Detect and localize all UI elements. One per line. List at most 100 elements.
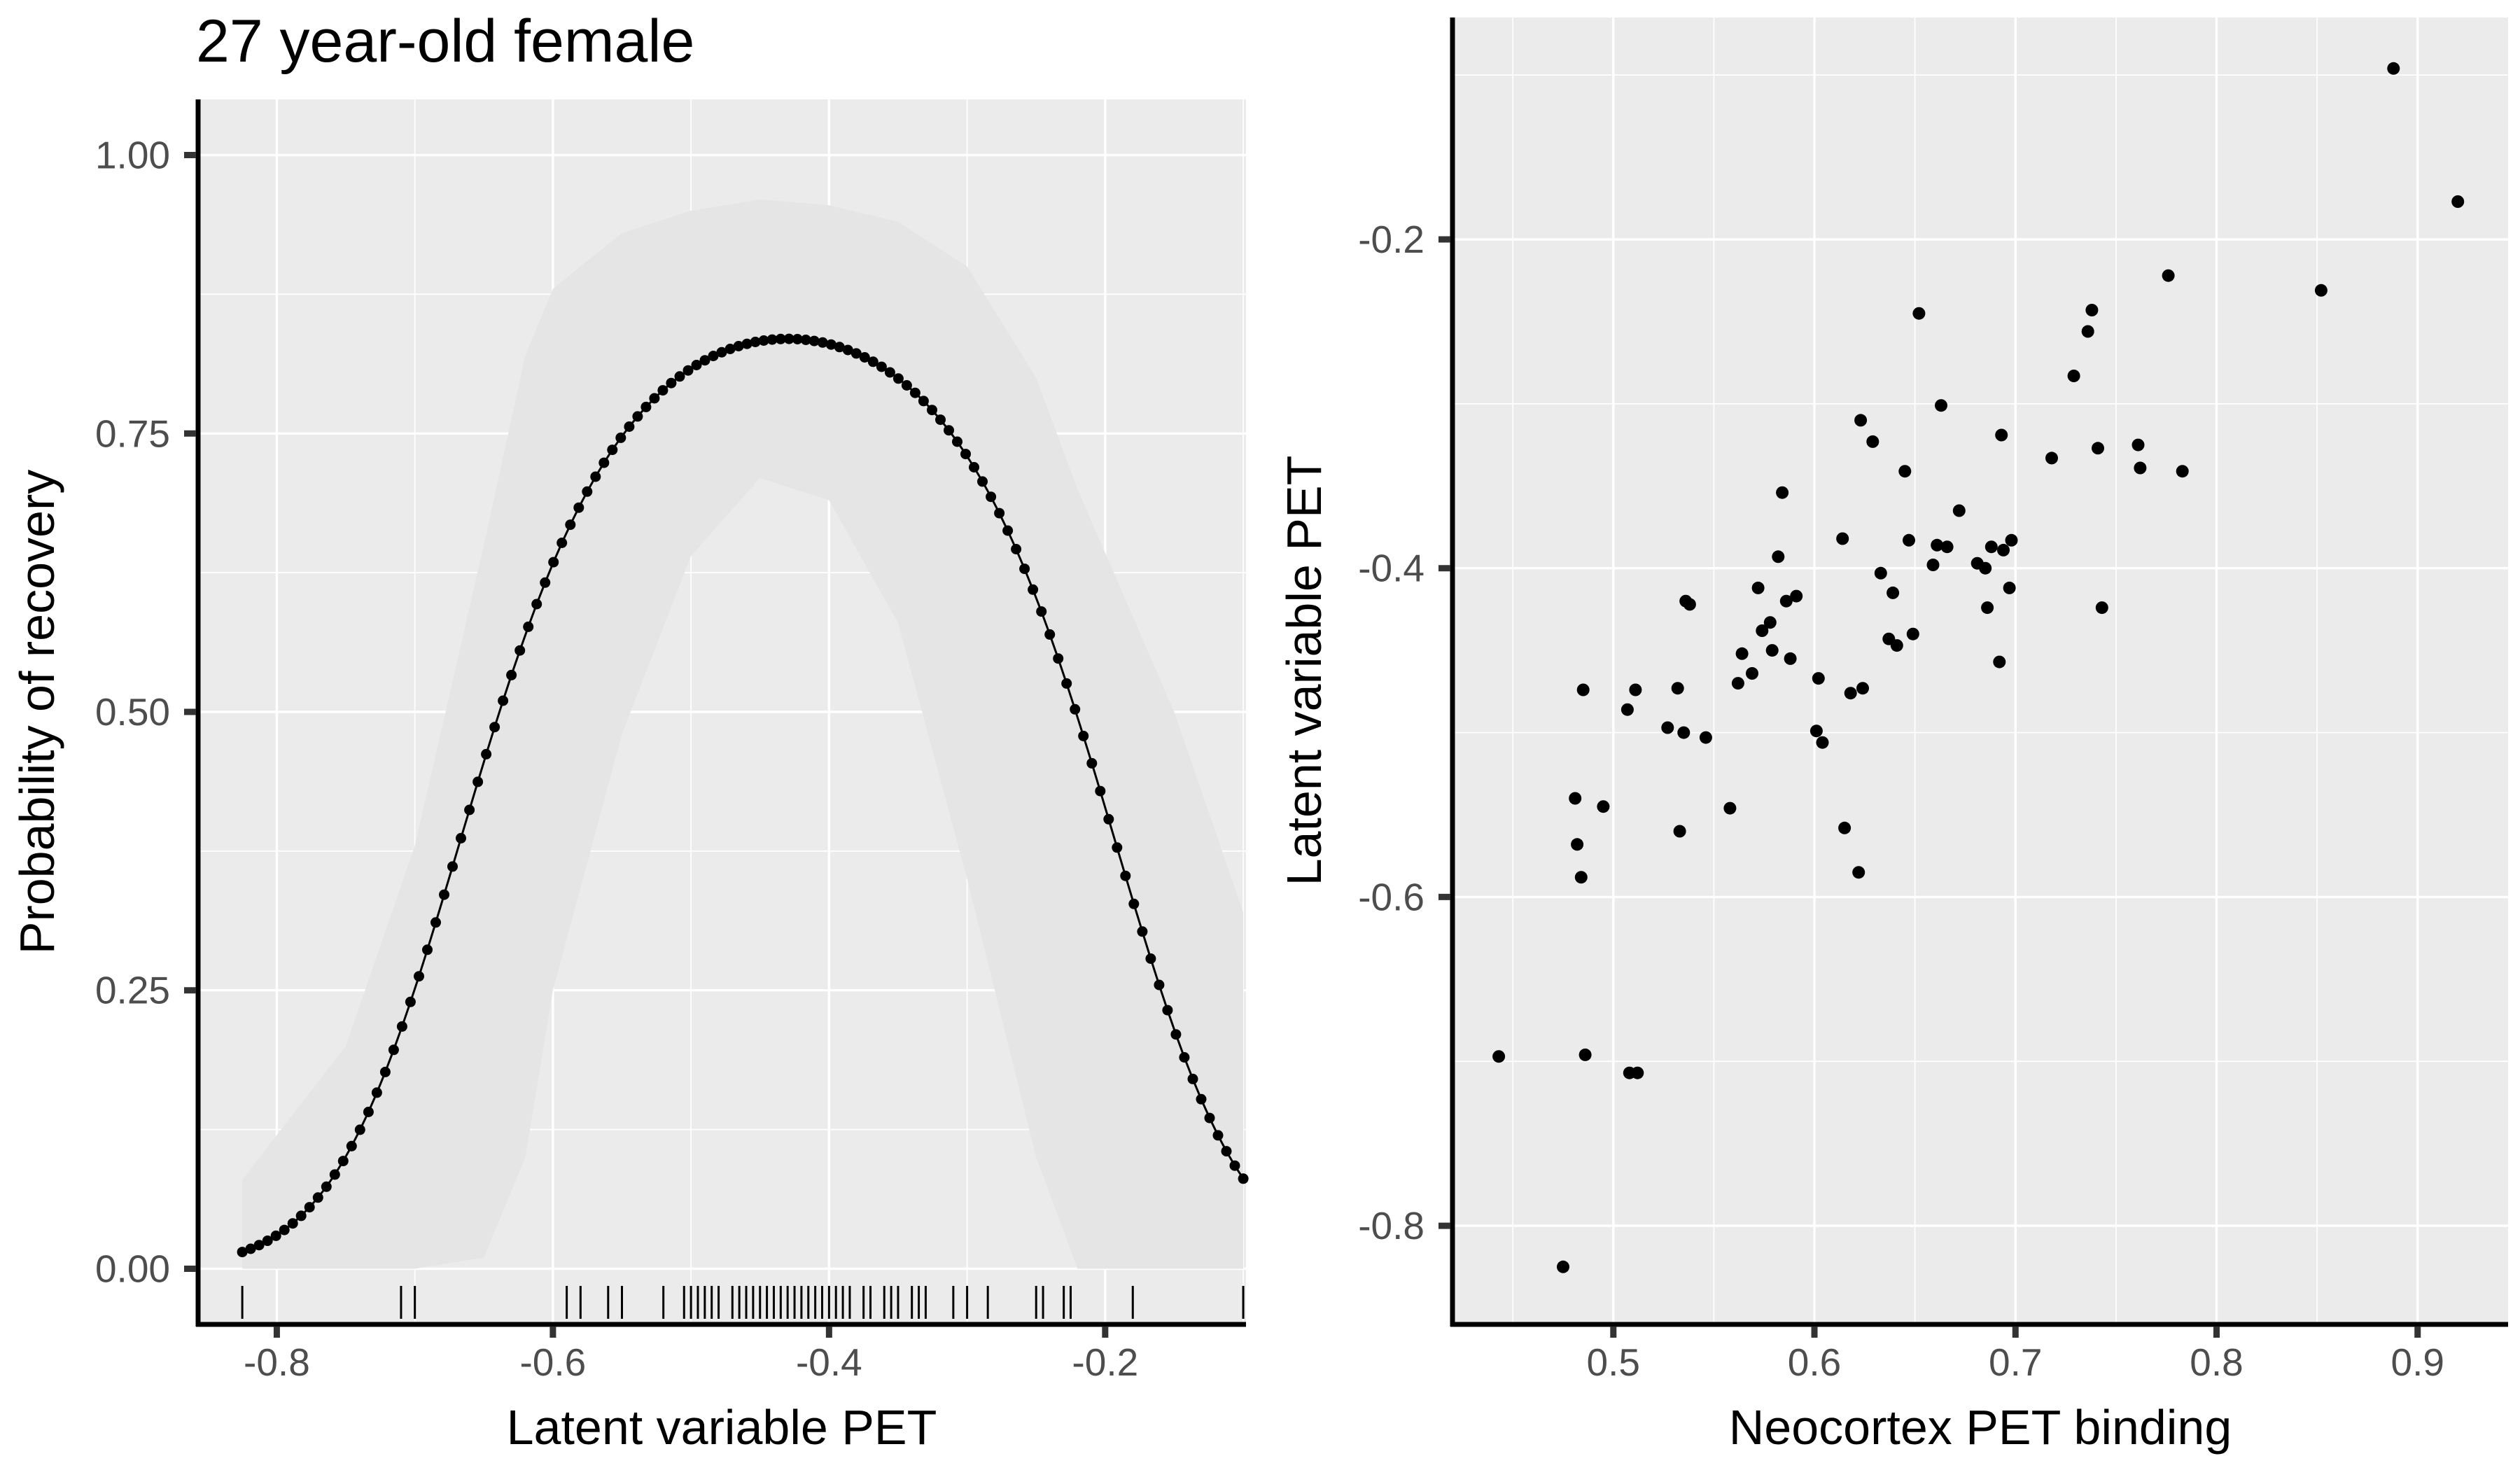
curve-point	[876, 361, 887, 372]
curve-point	[935, 414, 946, 426]
curve-point	[279, 1224, 290, 1236]
scatter-point	[1903, 533, 1915, 547]
curve-point	[682, 365, 694, 376]
scatter-point	[1569, 792, 1582, 805]
curve-point	[842, 344, 853, 356]
curve-point	[674, 371, 685, 382]
curve-point	[733, 341, 744, 351]
scatter-point	[1995, 428, 2008, 442]
curve-point	[405, 996, 416, 1007]
left-chart-title: 27 year-old female	[196, 8, 694, 75]
scatter-point	[1765, 644, 1779, 657]
scatter-point	[1731, 677, 1744, 690]
curve-point	[422, 944, 433, 955]
scatter-point	[1854, 414, 1868, 427]
curve-point	[337, 1156, 349, 1167]
curve-point	[1162, 1004, 1173, 1016]
scatter-point	[1699, 731, 1712, 744]
curve-point	[321, 1181, 332, 1192]
curve-point	[481, 748, 492, 760]
scatter-point	[1735, 647, 1749, 660]
right-panel-background	[1452, 18, 2508, 1324]
scatter-point	[1790, 589, 1803, 603]
scatter-point	[1776, 486, 1789, 499]
curve-point	[1196, 1093, 1207, 1105]
scatter-point	[1844, 687, 1857, 700]
curve-point	[556, 538, 568, 548]
curve-point	[640, 401, 652, 412]
scatter-point	[1723, 802, 1737, 815]
scatter-point	[2067, 370, 2080, 382]
curve-point	[1053, 653, 1064, 664]
scatter-point	[1571, 838, 1584, 851]
curve-point	[237, 1247, 248, 1258]
curve-point	[1204, 1112, 1215, 1124]
left-y-tick-label: 0.25	[95, 969, 170, 1012]
rug-marks	[241, 1286, 1245, 1319]
left-x-tick-label: -0.8	[244, 1340, 310, 1384]
confidence-ribbon	[242, 200, 1244, 1269]
curve-point	[1070, 704, 1081, 715]
scatter-point	[1886, 586, 1900, 599]
scatter-point	[1874, 566, 1887, 580]
curve-point	[766, 334, 778, 345]
scatter-point	[1809, 724, 1823, 738]
curve-point	[1154, 979, 1165, 990]
scatter-point	[1984, 540, 1998, 554]
curve-point	[363, 1107, 374, 1117]
curve-point	[598, 457, 610, 468]
scatter-point	[1671, 682, 1684, 695]
curve-point	[952, 436, 962, 447]
curve-point	[489, 722, 500, 733]
right-x-tick-label: 0.5	[1587, 1340, 1640, 1384]
scatter-point	[1979, 561, 1992, 575]
scatter-point	[1838, 821, 1851, 834]
curve-point	[624, 421, 635, 432]
scatter-point	[1576, 683, 1590, 696]
left-x-tick-label: -0.6	[519, 1340, 586, 1384]
scatter-point	[2162, 269, 2175, 282]
curve-point	[354, 1124, 365, 1135]
scatter-point	[1898, 465, 1912, 478]
scatter-point	[1683, 598, 1696, 611]
curve-point	[498, 695, 509, 706]
scatter-point	[1812, 672, 1825, 685]
curve-point	[741, 338, 752, 349]
scatter-point	[1981, 601, 1994, 615]
left-y-tick-label: 0.75	[95, 412, 170, 455]
curve-point	[548, 556, 559, 568]
scatter-point	[1756, 624, 1769, 637]
curve-point	[1221, 1146, 1232, 1157]
curve-point	[699, 355, 710, 366]
scatter-point	[1866, 435, 1879, 448]
left-y-ticks: 0.00 0.25 0.50 0.75 1.00	[95, 134, 196, 1290]
right-y-tick-label: -0.6	[1358, 875, 1424, 918]
scatter-point	[2092, 442, 2104, 455]
right-x-tick-label: 0.6	[1788, 1340, 1841, 1384]
curve-point	[1229, 1160, 1240, 1171]
curve-point	[523, 621, 534, 632]
curve-point	[590, 471, 601, 482]
curve-point	[1128, 898, 1140, 909]
scatter-point	[1926, 559, 1940, 571]
curve-point	[1145, 953, 1156, 964]
curve-point	[582, 486, 593, 497]
curve-point	[909, 387, 920, 398]
scatter-point	[1890, 639, 1903, 652]
curve-point	[792, 334, 803, 344]
curve-point	[1011, 544, 1022, 554]
curve-point	[825, 339, 836, 350]
curve-point	[1019, 564, 1030, 575]
scatter-point	[1940, 540, 1954, 554]
curve-point	[918, 396, 929, 407]
curve-point	[632, 411, 643, 422]
scatter-point	[1620, 703, 1634, 716]
curve-point	[253, 1240, 265, 1251]
scatter-point	[2132, 438, 2145, 451]
right-y-tick-label: -0.8	[1358, 1204, 1424, 1247]
scatter-point	[1852, 866, 1865, 879]
curve-point	[850, 348, 862, 359]
curve-point	[565, 519, 576, 531]
curve-point	[1036, 606, 1047, 617]
curve-point	[775, 333, 786, 344]
